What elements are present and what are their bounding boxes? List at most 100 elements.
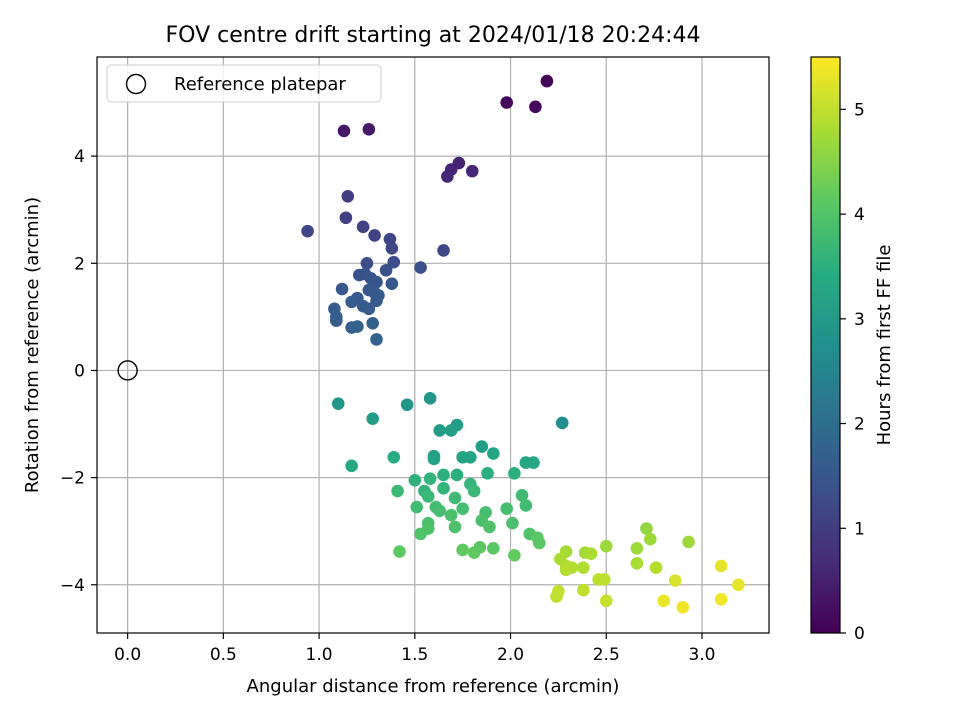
data-point [433,424,447,437]
data-point [487,542,500,555]
data-point [421,490,435,503]
data-point [362,302,376,316]
x-axis-ticks: 0.0 0.5 1.0 1.5 2.0 2.5 3.0 [114,633,716,665]
data-point [506,516,519,530]
colorbar [810,56,841,634]
colorbar-tick-label: 0 [854,624,865,644]
data-point [370,275,383,289]
data-point [467,484,481,498]
data-point [414,527,427,541]
data-point [630,542,644,555]
data-point [423,392,437,405]
data-point [515,488,529,502]
y-tick-label: 0 [74,361,85,381]
y-tick-label: 2 [74,254,85,274]
data-point [345,295,358,309]
x-tick-label: 3.0 [688,645,715,665]
data-point [385,241,399,255]
data-point [345,459,358,473]
data-point [362,123,376,136]
data-point [456,543,469,557]
data-point [339,211,353,225]
data-point [643,532,657,546]
data-point [464,450,477,464]
data-point [527,456,540,469]
data-point [379,263,393,277]
data-point [487,447,500,460]
data-point [555,416,569,430]
data-point [387,450,401,464]
data-point [437,244,450,257]
y-tick-label: −2 [60,469,85,489]
data-point [366,316,379,330]
data-point [519,499,533,512]
data-point [414,261,427,274]
data-point [682,535,695,549]
legend-entry-label: Reference platepar [174,74,346,95]
colorbar-tick-label: 2 [854,415,865,435]
data-point [598,573,611,586]
data-point [400,398,414,412]
y-tick-label: 4 [74,147,85,167]
x-tick-label: 0.0 [114,645,141,665]
data-point [433,504,447,518]
data-point [370,333,383,346]
data-point [368,229,381,242]
data-point [467,546,481,559]
y-axis-ticks: −4 −2 0 2 4 [60,147,97,596]
data-point [370,294,383,308]
data-point [301,224,314,238]
data-point [475,440,489,453]
legend-marker-open-circle [125,73,147,95]
data-point [444,508,458,522]
data-point [559,563,573,577]
y-tick-label: −4 [60,576,85,596]
data-point [483,520,496,534]
data-point [456,502,469,515]
data-point [649,561,663,574]
data-point [529,100,542,114]
data-point [341,190,355,203]
data-point [410,500,424,514]
x-tick-label: 1.0 [306,645,333,665]
data-point [441,170,454,183]
data-point [427,452,441,466]
x-axis-label: Angular distance from reference (arcmin) [247,676,620,697]
chart-title: FOV centre drift starting at 2024/01/18 … [166,23,701,48]
data-point [437,482,450,495]
data-point [584,547,598,560]
data-point [500,96,514,109]
data-point [630,557,644,570]
data-point [714,559,728,573]
data-point [385,277,399,290]
x-tick-label: 1.5 [401,645,428,665]
data-point [393,545,406,558]
data-point [330,314,343,327]
data-point [448,491,462,505]
data-point [732,578,745,592]
data-points [301,74,745,614]
colorbar-tick-label: 5 [854,100,865,120]
data-point [465,164,479,178]
colorbar-ticks: 0 1 2 3 4 5 [840,100,865,644]
data-point [481,467,494,480]
x-tick-label: 0.5 [210,645,237,665]
colorbar-tick-label: 3 [854,310,865,330]
data-point [337,124,351,138]
data-point [356,220,370,234]
data-point [423,472,437,485]
data-point [532,536,546,550]
colorbar-tick-label: 4 [854,205,865,225]
data-point [714,592,728,606]
y-axis-label: Rotation from reference (arcmin) [22,197,43,493]
legend: Reference platepar [106,64,382,103]
data-point [448,520,462,534]
colorbar-label: Hours from first FF file [874,245,895,446]
colorbar-tick-label: 1 [854,519,865,539]
data-point [331,397,345,410]
data-point [668,574,682,587]
data-point [360,256,374,270]
reference-platepar-marker [117,360,138,381]
data-point [599,539,613,553]
data-point [437,468,450,482]
